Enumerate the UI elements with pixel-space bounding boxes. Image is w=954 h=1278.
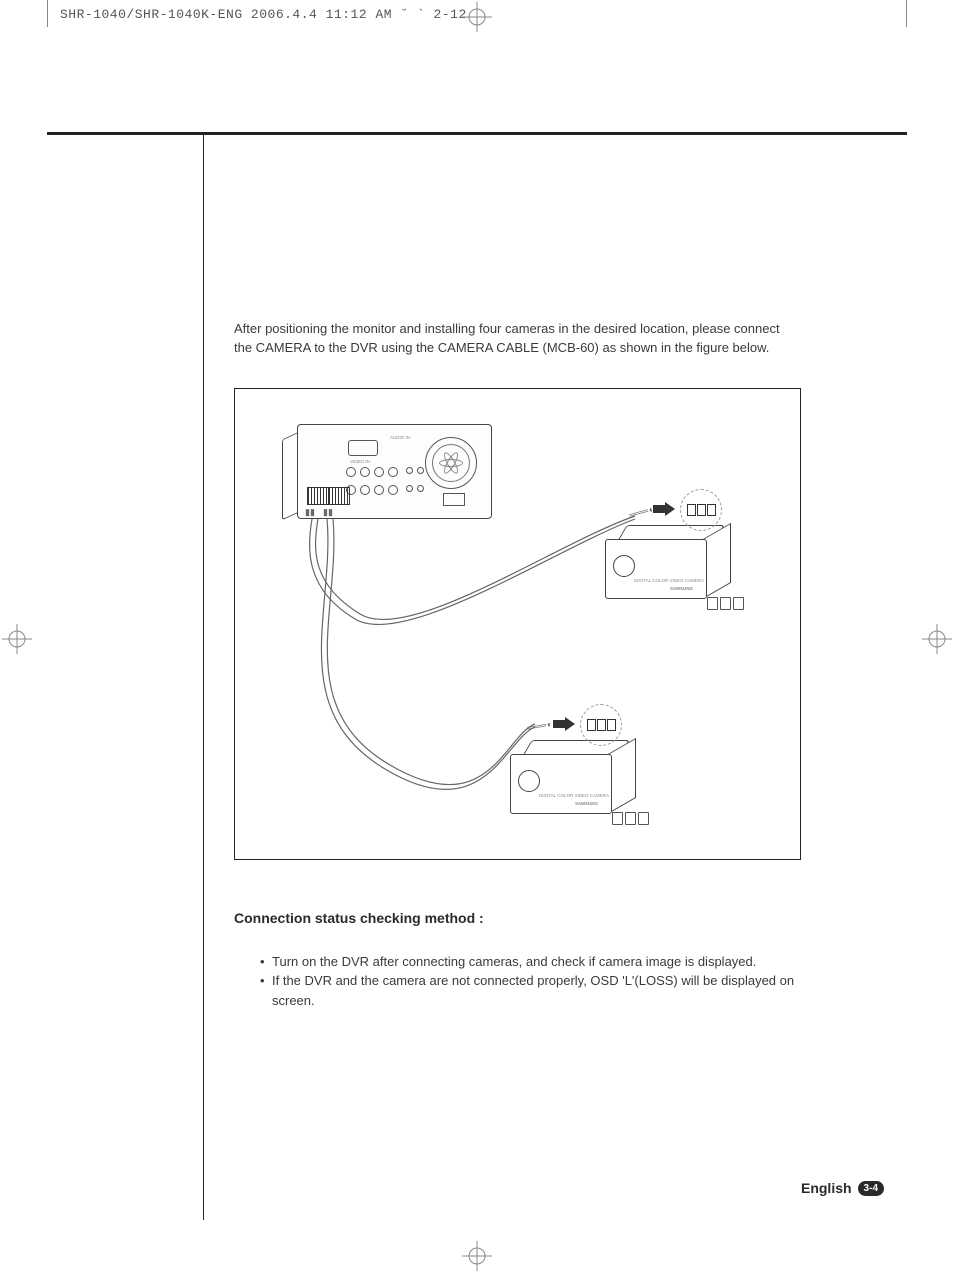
- main-content: After positioning the monitor and instal…: [234, 320, 799, 1010]
- bullet-text: Turn on the DVR after connecting cameras…: [272, 952, 756, 972]
- camera-badge-2: [580, 704, 622, 746]
- camera-controls: [707, 597, 744, 610]
- camera-controls: [612, 812, 649, 825]
- terminal-block: [308, 487, 350, 505]
- camera-strip-label: DIGITAL COLOR VIDEO CAMERA: [634, 578, 704, 583]
- port-row-2: [346, 485, 398, 495]
- camera-strip-label: DIGITAL COLOR VIDEO CAMERA: [539, 793, 609, 798]
- intro-paragraph: After positioning the monitor and instal…: [234, 320, 799, 358]
- bullet-text: If the DVR and the camera are not connec…: [272, 971, 799, 1010]
- registration-mark-top: [462, 2, 492, 37]
- registration-mark-left: [2, 624, 32, 659]
- port-row-aux-2: [406, 485, 424, 492]
- camera-badge-1: [680, 489, 722, 531]
- arrow-icon: [653, 502, 675, 516]
- page-footer: English 3-4: [801, 1180, 884, 1196]
- bullet-icon: •: [260, 952, 272, 972]
- camera-brand: SAMSUNG: [575, 801, 598, 806]
- list-item: • Turn on the DVR after connecting camer…: [260, 952, 799, 972]
- header-imprint: SHR-1040/SHR-1040K-ENG 2006.4.4 11:12 AM…: [60, 7, 467, 22]
- arrow-icon: [553, 717, 575, 731]
- power-switch: [443, 493, 465, 506]
- tiny-label: AUDIO IN: [390, 435, 410, 440]
- camera-1: DIGITAL COLOR VIDEO CAMERA SAMSUNG: [605, 509, 740, 604]
- dvr-unit: AUDIO IN VIDEO IN: [297, 424, 492, 519]
- bullet-list: • Turn on the DVR after connecting camer…: [260, 952, 799, 1011]
- db9-port: [348, 440, 378, 456]
- camera-2: DIGITAL COLOR VIDEO CAMERA SAMSUNG: [510, 724, 645, 819]
- cable-plug: ▮▮: [305, 507, 315, 518]
- camera-brand: SAMSUNG: [670, 586, 693, 591]
- footer-language: English: [801, 1180, 852, 1196]
- tiny-label: VIDEO IN: [350, 459, 370, 464]
- bullet-icon: •: [260, 971, 272, 1010]
- horizontal-rule: [47, 132, 907, 135]
- vertical-rule: [203, 135, 204, 1220]
- crop-mark-top-right: [906, 0, 907, 27]
- registration-mark-bottom: [462, 1241, 492, 1276]
- list-item: • If the DVR and the camera are not conn…: [260, 971, 799, 1010]
- connection-diagram: AUDIO IN VIDEO IN ▮▮ ▮▮ DIGITAL COLOR VI…: [234, 388, 801, 860]
- crop-mark-top-left: [47, 0, 48, 27]
- port-row-aux-1: [406, 467, 424, 474]
- section-title: Connection status checking method :: [234, 910, 799, 926]
- port-row-1: [346, 467, 398, 477]
- fan-icon: [425, 437, 477, 489]
- footer-page-badge: 3-4: [858, 1181, 884, 1196]
- cable-plug: ▮▮: [323, 507, 333, 518]
- registration-mark-right: [922, 624, 952, 659]
